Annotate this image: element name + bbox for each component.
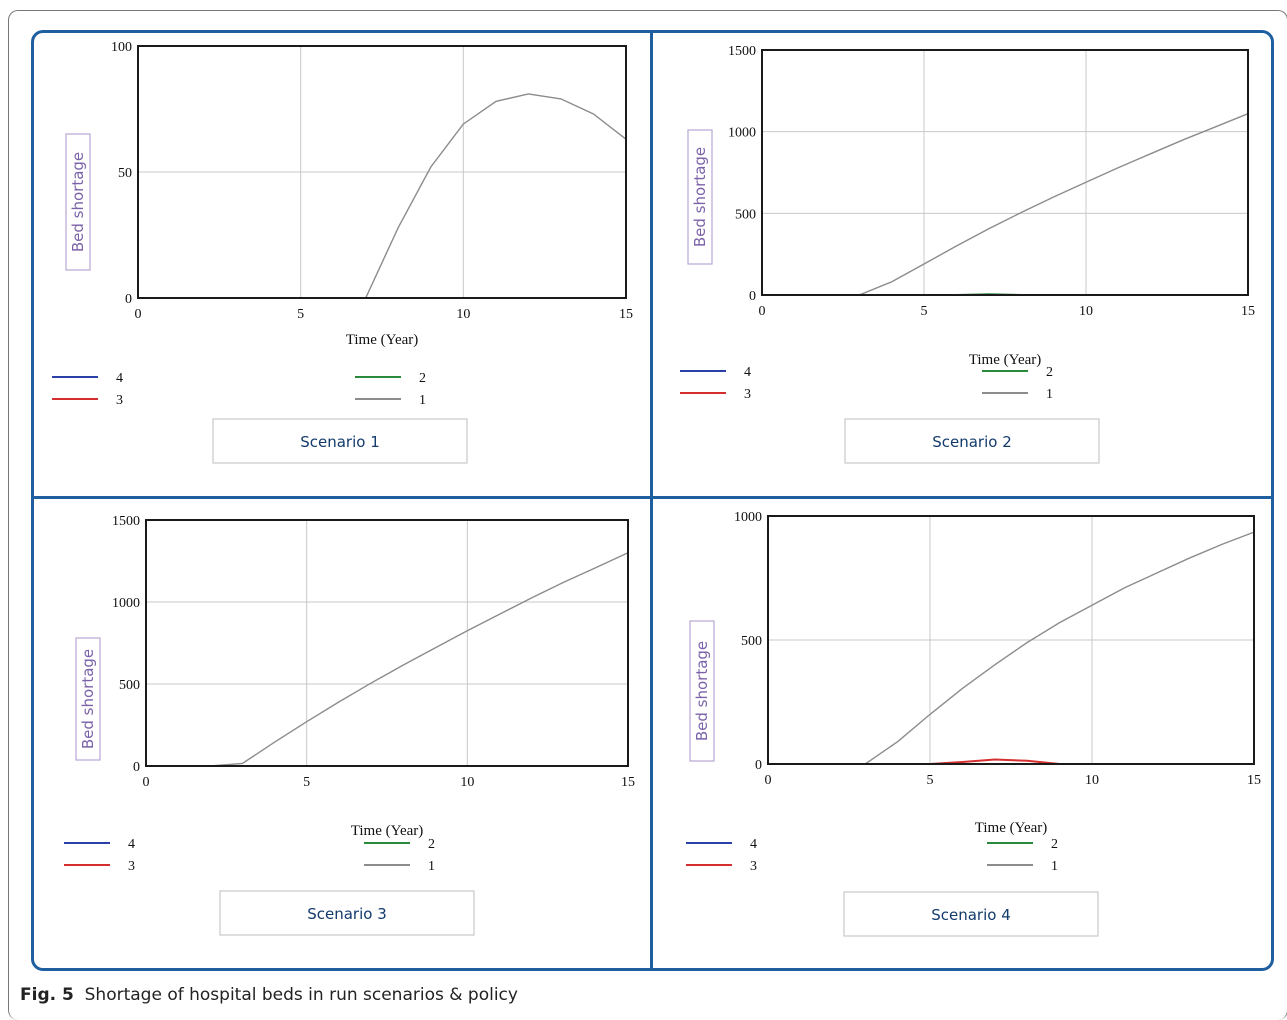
- y-tick-label: 0: [133, 760, 140, 775]
- y-axis-title: Bed shortage: [79, 649, 97, 749]
- scenario-label-box: [219, 890, 475, 936]
- plot-frame: [767, 515, 1255, 765]
- legend-label-4: 4: [744, 365, 751, 380]
- x-tick-label: 15: [1241, 304, 1255, 319]
- y-axis-title-box: [75, 637, 101, 761]
- y-tick-label: 1000: [112, 596, 140, 611]
- x-tick-label: 0: [135, 307, 142, 322]
- plot-frame: [137, 45, 627, 299]
- figure-outer-border: [8, 10, 1287, 1020]
- scenario-title: Scenario 1: [300, 433, 380, 451]
- x-tick-label: 0: [143, 775, 150, 790]
- x-tick-label: 10: [1085, 773, 1099, 788]
- legend-label-1: 1: [1051, 859, 1058, 874]
- legend-label-4: 4: [750, 837, 757, 852]
- y-tick-label: 0: [755, 758, 762, 773]
- plot-frame: [145, 519, 629, 767]
- x-tick-label: 5: [297, 307, 304, 322]
- horizontal-divider: [33, 496, 1272, 499]
- plot-area: [146, 520, 628, 766]
- x-tick-label: 10: [1079, 304, 1093, 319]
- y-axis-title: Bed shortage: [693, 641, 711, 741]
- scenario-label-box: [844, 418, 1100, 464]
- y-tick-label: 1000: [734, 510, 762, 525]
- x-tick-label: 15: [1247, 773, 1261, 788]
- plot-frame: [761, 49, 1249, 296]
- y-axis-title-box: [687, 129, 713, 265]
- y-axis-title-box: [65, 133, 91, 271]
- y-tick-label: 500: [119, 678, 140, 693]
- legend-label-3: 3: [128, 859, 135, 874]
- scenario-title: Scenario 2: [932, 433, 1012, 451]
- y-tick-label: 500: [741, 634, 762, 649]
- chart-panel-scenario-3: 0 5 10 15 0 500 1000 1500 Time (Year) Bed shortag…: [64, 514, 635, 936]
- plot-area: [762, 50, 1248, 295]
- y-tick-label: 1500: [728, 44, 756, 59]
- legend-label-2: 2: [419, 371, 426, 386]
- legend-label-2: 2: [428, 837, 435, 852]
- figure-frame: [31, 30, 1274, 971]
- y-tick-label: 500: [735, 207, 756, 222]
- chart-panel-scenario-4: 0 5 10 15 0 500 1000 Time (Year) Bed shortage 4 3 2…: [686, 510, 1261, 937]
- scenario-title: Scenario 4: [931, 906, 1011, 924]
- legend-label-2: 2: [1046, 365, 1053, 380]
- x-tick-label: 15: [621, 775, 635, 790]
- legend-label-3: 3: [744, 387, 751, 402]
- x-tick-label: 5: [921, 304, 928, 319]
- x-tick-label: 0: [759, 304, 766, 319]
- caption-label: Fig. 5: [20, 985, 74, 1005]
- chart-panel-scenario-2: 0 5 10 15 0 500 1000 1500 Time (Year) Bed shortag…: [680, 44, 1255, 464]
- y-tick-label: 50: [118, 166, 132, 181]
- x-axis-title: Time (Year): [975, 820, 1048, 836]
- figure-caption: Fig. 5 Shortage of hospital beds in run …: [20, 985, 518, 1005]
- legend-label-1: 1: [428, 859, 435, 874]
- x-axis-title: Time (Year): [351, 823, 424, 839]
- x-tick-label: 0: [765, 773, 772, 788]
- legend-label-3: 3: [750, 859, 757, 874]
- legend-label-4: 4: [128, 837, 135, 852]
- caption-text: Shortage of hospital beds in run scenari…: [84, 985, 518, 1005]
- chart-panel-scenario-1: 0 5 10 15 0 50 100 Time (Year) Bed shortage 4 3 2 1 S…: [52, 40, 633, 464]
- x-tick-label: 5: [927, 773, 934, 788]
- y-axis-title: Bed shortage: [691, 147, 709, 247]
- legend-label-3: 3: [116, 393, 123, 408]
- x-tick-label: 15: [619, 307, 633, 322]
- x-tick-label: 10: [456, 307, 470, 322]
- scenario-label-box: [843, 891, 1099, 937]
- y-axis-title-box: [689, 620, 715, 762]
- y-tick-label: 1500: [112, 514, 140, 529]
- legend-label-1: 1: [1046, 387, 1053, 402]
- x-axis-title: Time (Year): [346, 332, 419, 348]
- vertical-divider: [650, 32, 653, 969]
- x-tick-label: 5: [303, 775, 310, 790]
- y-tick-label: 100: [111, 40, 132, 55]
- y-axis-title: Bed shortage: [69, 152, 87, 252]
- x-axis-title: Time (Year): [969, 352, 1042, 368]
- legend-label-4: 4: [116, 371, 123, 386]
- legend-label-2: 2: [1051, 837, 1058, 852]
- scenario-label-box: [212, 418, 468, 464]
- scenario-title: Scenario 3: [307, 905, 387, 923]
- series-line-1: [146, 552, 629, 767]
- y-tick-label: 1000: [728, 126, 756, 141]
- y-tick-label: 0: [125, 292, 132, 307]
- x-tick-label: 10: [460, 775, 474, 790]
- y-tick-label: 0: [749, 289, 756, 304]
- legend-label-1: 1: [419, 393, 426, 408]
